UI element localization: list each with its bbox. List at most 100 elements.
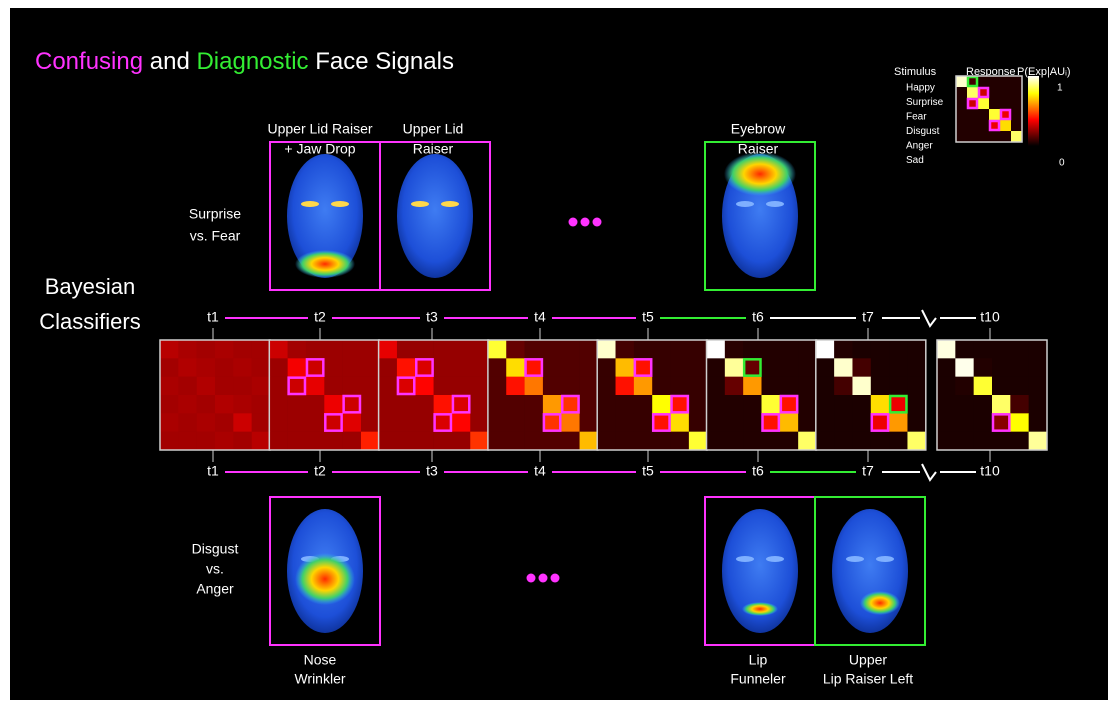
ellipsis-dot (551, 574, 560, 583)
heatmap-cell (543, 358, 562, 377)
heatmap-cell (252, 377, 271, 396)
heatmap-cell (671, 395, 690, 414)
heatmap-cell (707, 377, 726, 396)
heatmap-cell (956, 87, 967, 98)
heatmap-cell (306, 395, 325, 414)
heatmap-cell (488, 377, 507, 396)
heatmap-cell (597, 340, 616, 359)
heatmap-cell (379, 340, 398, 359)
heatmap-cell (956, 76, 967, 87)
heatmap-cell (955, 340, 974, 359)
eye (846, 556, 864, 562)
heatmap-cell (798, 413, 817, 432)
ellipsis-dot (581, 218, 590, 227)
heatmap-cell (488, 413, 507, 432)
heatmap-cell (852, 432, 871, 451)
heatmap-cell (597, 413, 616, 432)
heatmap-cell (707, 413, 726, 432)
heatmap-cell (816, 413, 835, 432)
heatmap-cell (616, 432, 635, 451)
heatmap-cell (470, 413, 489, 432)
heatmap-cell (725, 358, 744, 377)
heatmap-cell (978, 76, 989, 87)
heatmap-cell (1010, 395, 1029, 414)
eye (736, 556, 754, 562)
heatmap-cell (506, 377, 525, 396)
heatmap-cell (506, 395, 525, 414)
heatmap-cell (689, 340, 708, 359)
heatmap-cell (816, 340, 835, 359)
heatmap-cell (762, 432, 781, 451)
heatmap-cell (178, 413, 197, 432)
heatmap-cell (1010, 432, 1029, 451)
heatmap-cell (160, 340, 179, 359)
heatmap-cell (306, 413, 325, 432)
heatmap-cell (616, 413, 635, 432)
heatmap-cell (762, 377, 781, 396)
heatmap-cell (269, 377, 288, 396)
heatmap-cell (725, 377, 744, 396)
heatmap-cell (434, 358, 453, 377)
heatmap-cell (871, 377, 890, 396)
heatmap-cell (780, 340, 799, 359)
timeline-label: t2 (314, 463, 326, 479)
heatmap-cell (597, 432, 616, 451)
heatmap-cell (525, 377, 544, 396)
heatmap-cell (269, 395, 288, 414)
heatmap-cell (762, 340, 781, 359)
heatmap-cell (834, 358, 853, 377)
heatmap-cell (634, 377, 653, 396)
heatmap-cell (616, 377, 635, 396)
heatmap-cell (834, 413, 853, 432)
heatmap-cell (470, 432, 489, 451)
heatmap-cell (252, 395, 271, 414)
face (832, 509, 908, 633)
heatmap-cell (1000, 120, 1011, 131)
heatmap-cell (197, 358, 216, 377)
heatmap-cell (762, 413, 781, 432)
timeline-label: t5 (642, 463, 654, 479)
heatmap-cell (343, 340, 362, 359)
legend-emotion: Surprise (906, 97, 944, 108)
legend-emotion: Happy (906, 83, 935, 94)
heatmap-cell (634, 432, 653, 451)
legend-emotion: Disgust (906, 126, 940, 137)
heatmap-cell (956, 131, 967, 142)
heatmap-cell (743, 395, 762, 414)
heatmap-cell (992, 377, 1011, 396)
row-label: vs. (206, 561, 224, 577)
heatmap-cell (762, 358, 781, 377)
heatmap-cell (652, 395, 671, 414)
heatmap-cell (197, 377, 216, 396)
heatmap-cell (955, 395, 974, 414)
heatmap-cell (324, 432, 343, 451)
heatmap-cell (597, 377, 616, 396)
heatmap-cell (397, 377, 416, 396)
heatmap-cell (506, 358, 525, 377)
heatmap-cell (974, 340, 993, 359)
heatmap-cell (1010, 413, 1029, 432)
ellipsis-dot (539, 574, 548, 583)
heatmap-cell (743, 340, 762, 359)
heatmap-cell (434, 340, 453, 359)
row-label: Disgust (192, 541, 239, 557)
colorbar (1028, 76, 1039, 146)
colorbar-min: 0 (1059, 158, 1065, 169)
heatmap-cell (233, 358, 252, 377)
heatmap-cell (689, 377, 708, 396)
heatmap-cell (852, 358, 871, 377)
ellipsis-dot (593, 218, 602, 227)
face-label: Upper Lid Raiser (267, 121, 372, 137)
heatmap-cell (780, 432, 799, 451)
heatmap-cell (907, 413, 926, 432)
eye (411, 201, 429, 207)
face-label: Lip (749, 652, 768, 668)
heatmap-cell (324, 413, 343, 432)
heatmap-cell (852, 395, 871, 414)
heatmap-cell (956, 109, 967, 120)
heatmap-cell (160, 413, 179, 432)
activation (860, 591, 900, 615)
heatmap-cell (580, 413, 599, 432)
heatmap-cell (989, 98, 1000, 109)
timeline-label: t7 (862, 309, 874, 325)
